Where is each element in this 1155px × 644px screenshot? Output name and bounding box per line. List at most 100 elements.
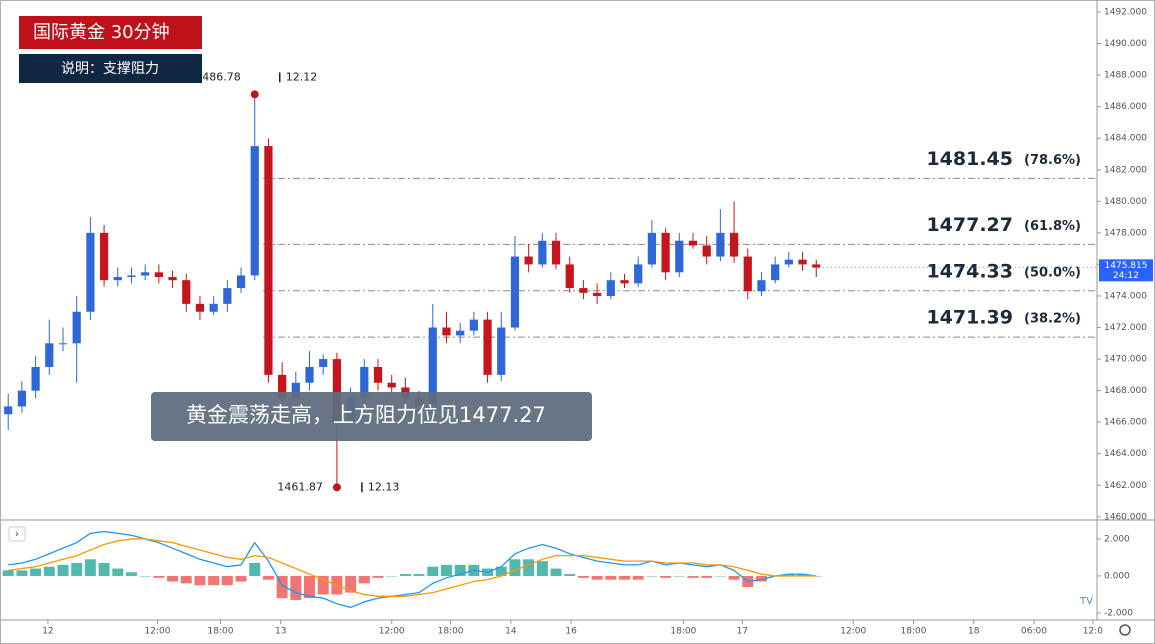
candle-body xyxy=(469,319,478,331)
x-tick-label: 12 xyxy=(42,627,53,637)
histogram-bar xyxy=(153,575,165,578)
candle-body xyxy=(113,277,122,281)
candle-body xyxy=(702,245,711,257)
candle-body xyxy=(264,146,273,375)
histogram-bar xyxy=(43,566,55,576)
candle-body xyxy=(127,275,136,278)
histogram-bar xyxy=(660,575,672,578)
y2-tick-label: 0.000 xyxy=(1104,571,1130,581)
x-tick-label: 06:00 xyxy=(1021,627,1047,637)
histogram-bar xyxy=(235,575,247,582)
candle-body xyxy=(223,288,232,304)
level-value: 1481.45 xyxy=(926,148,1013,170)
candle-body xyxy=(168,277,177,281)
subtitle: 说明：支撑阻力 xyxy=(61,61,159,77)
y-tick-label: 1460.000 xyxy=(1104,512,1147,522)
x-tick-label: 12:0 xyxy=(1083,627,1103,637)
x-tick-label: 18:00 xyxy=(901,627,927,637)
y-tick-label: 1488.000 xyxy=(1104,71,1147,81)
histogram-bar xyxy=(304,575,315,599)
histogram-bar xyxy=(71,563,83,576)
histogram-bar xyxy=(577,575,589,578)
candle-body xyxy=(305,366,314,383)
y-tick-label: 1470.000 xyxy=(1104,355,1147,365)
candle-body xyxy=(510,256,520,328)
candle-body xyxy=(456,330,465,336)
y-tick-label: 1466.000 xyxy=(1104,418,1147,428)
candle-body xyxy=(538,240,547,265)
candle-body xyxy=(182,280,191,304)
candle-body xyxy=(579,288,588,293)
histogram-bar xyxy=(797,574,809,576)
histogram-bar xyxy=(714,575,726,577)
histogram-bar xyxy=(30,568,42,576)
histogram-bar xyxy=(16,570,28,576)
candle-body xyxy=(236,275,246,289)
y2-tick-label: -2.000 xyxy=(1104,608,1133,618)
histogram-bar xyxy=(523,559,535,576)
collapse-icon: › xyxy=(15,529,19,540)
low-date: 12.13 xyxy=(368,480,400,493)
high-date: 12.12 xyxy=(286,70,318,83)
subtitle-box xyxy=(19,54,202,83)
histogram-bar xyxy=(139,575,151,577)
candle-body xyxy=(784,259,793,265)
histogram-bar xyxy=(728,575,740,580)
histogram-bar xyxy=(317,575,329,595)
histogram-bar xyxy=(399,574,411,576)
histogram-bar xyxy=(550,568,562,576)
collapse-button[interactable] xyxy=(8,526,26,542)
histogram-bar xyxy=(509,559,521,576)
level-value: 1474.33 xyxy=(926,260,1013,282)
candle-body xyxy=(551,240,561,265)
histogram-bar xyxy=(440,564,452,576)
histogram-bar xyxy=(262,575,274,580)
candle-body xyxy=(72,311,81,344)
candle-body xyxy=(812,264,821,268)
candle-body xyxy=(209,303,218,312)
caption: 黄金震荡走高，上方阻力位见1477.27 xyxy=(186,403,546,427)
caption-box xyxy=(151,392,592,441)
histogram-bar xyxy=(112,568,124,576)
y-tick-label: 1486.000 xyxy=(1104,102,1147,112)
candle-body xyxy=(58,343,68,345)
plot: 1460.000 1462.000 1464.000 1466.000 1468.000… xyxy=(2,7,1153,637)
histogram-bar xyxy=(2,570,14,576)
histogram-bar xyxy=(208,575,220,586)
high-marker xyxy=(250,90,259,99)
histogram-bar xyxy=(591,575,603,580)
candle-body xyxy=(729,232,739,257)
candle-body xyxy=(606,280,615,296)
histogram-bar xyxy=(358,575,370,584)
candle-body xyxy=(743,256,752,292)
candle-body xyxy=(319,359,328,367)
level-ratio: (50.0%) xyxy=(1024,265,1081,280)
candle-body xyxy=(4,406,13,415)
candle-body xyxy=(250,146,259,276)
candle-body xyxy=(141,272,150,276)
candle-body xyxy=(154,272,163,278)
histogram-bar xyxy=(194,575,206,586)
countdown: 24:12 xyxy=(1113,271,1139,281)
y-tick-label: 1484.000 xyxy=(1104,134,1147,144)
y-tick-label: 1472.000 xyxy=(1104,323,1147,333)
level-value: 1477.27 xyxy=(926,214,1013,236)
candle-body xyxy=(360,366,369,399)
last-price-tag xyxy=(1099,259,1153,282)
candle-body xyxy=(332,359,342,423)
settings-button[interactable] xyxy=(1119,624,1131,636)
candle-body xyxy=(442,327,451,336)
candle-body xyxy=(675,240,684,273)
histogram-bar xyxy=(605,575,617,580)
histogram-bar xyxy=(249,563,261,576)
title-box xyxy=(19,16,202,49)
logo: TV xyxy=(1079,596,1093,607)
candle-body xyxy=(45,343,54,367)
last-price: 1475.815 xyxy=(1105,261,1148,271)
x-tick-label: 12:00 xyxy=(145,627,171,637)
y-tick-label: 1482.000 xyxy=(1104,165,1147,175)
histogram-bar xyxy=(221,575,233,586)
candle-body xyxy=(387,382,396,388)
